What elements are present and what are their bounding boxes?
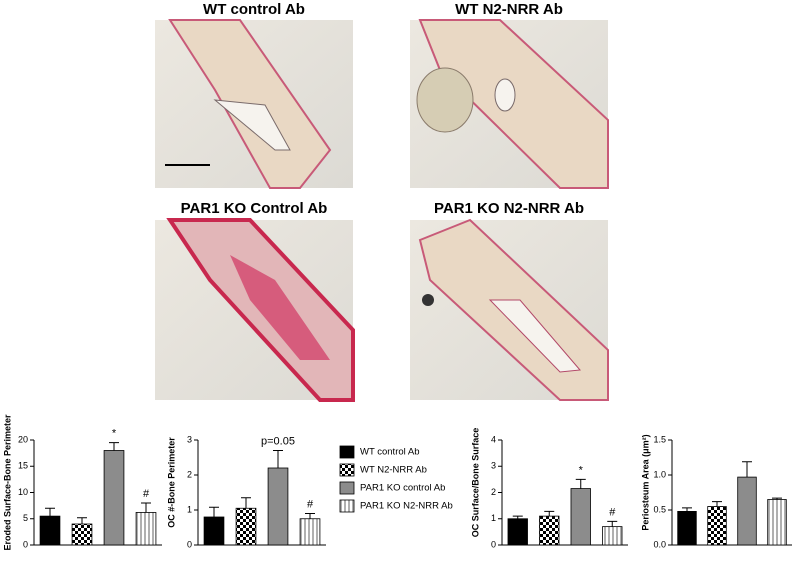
bar [737,476,757,546]
bar [203,516,225,546]
error-bar [544,510,555,517]
panel-title: WT control Ab [203,1,305,18]
bar [539,515,560,546]
osteoclasts [230,255,330,360]
bar [707,506,727,546]
error-bar [141,502,151,513]
y-tick-label: 20 [18,434,28,444]
legend-label: PAR1 KO control Ab [360,483,445,494]
error-bar [607,520,618,527]
bar [677,510,697,546]
bar [767,499,787,546]
tissue [416,67,474,133]
annotation: # [143,488,150,500]
marrow [213,99,291,151]
bar [299,518,321,546]
error-bar [241,497,251,509]
error-bar [77,517,87,524]
y-axis-label: OC Surface/Bone Surface [470,428,480,538]
legend-swatch [339,499,355,513]
y-axis-label: OC #-Bone Perimeter [166,437,176,528]
error-bar [209,506,219,517]
panel-title: WT N2-NRR Ab [455,1,563,18]
legend-swatch [339,463,355,477]
y-tick-label: 5 [23,513,28,523]
bar [103,450,125,546]
y-axis-label: Periosteum Area (μm²) [640,434,650,530]
y-tick-label: 0 [187,539,192,549]
y-tick-label: 3 [187,434,192,444]
bar [602,526,623,546]
error-bar [273,450,283,468]
y-tick-label: 0.0 [653,539,666,549]
y-tick-label: 2 [491,487,496,497]
y-tick-label: 1.5 [653,434,666,444]
artifact [422,294,434,306]
panel-title: PAR1 KO Control Ab [181,200,328,217]
annotation: p=0.05 [261,435,295,447]
error-bar [712,501,722,507]
annotation: # [609,506,616,518]
marrow [494,78,516,112]
error-bar [109,442,119,451]
annotation: * [112,428,117,440]
y-tick-label: 10 [18,487,28,497]
legend-label: WT control Ab [360,447,420,458]
bar [267,467,289,546]
y-tick-label: 0 [491,539,496,549]
legend-label: PAR1 KO N2-NRR Ab [360,501,453,512]
error-bar [512,515,523,519]
bar [570,488,591,546]
y-tick-label: 15 [18,461,28,471]
bar [235,507,257,546]
y-tick-label: 4 [491,434,496,444]
error-bar [682,507,692,512]
bar [135,512,157,546]
bar [39,515,61,546]
bar [507,518,528,546]
y-tick-label: 0 [23,539,28,549]
error-bar [772,497,782,500]
annotation: # [307,498,314,510]
bar [71,523,93,546]
error-bar [742,461,752,478]
error-bar [305,513,315,519]
legend-swatch [339,481,355,495]
error-bar [45,507,55,517]
y-tick-label: 0.5 [653,504,666,514]
legend-label: WT N2-NRR Ab [360,465,427,476]
panel-title: PAR1 KO N2-NRR Ab [434,200,584,217]
y-axis-label: Eroded Surface-Bone Perimeter [2,414,12,551]
y-tick-label: 3 [491,461,496,471]
y-tick-label: 2 [187,469,192,479]
y-tick-label: 1 [187,504,192,514]
marrow [488,299,582,373]
legend-swatch [339,445,355,459]
y-tick-label: 1.0 [653,469,666,479]
y-tick-label: 1 [491,513,496,523]
micrographs: WT control Ab WT N2-NRR Ab PAR1 KO Contr… [155,1,609,402]
annotation: * [579,464,584,476]
error-bar [575,478,586,489]
